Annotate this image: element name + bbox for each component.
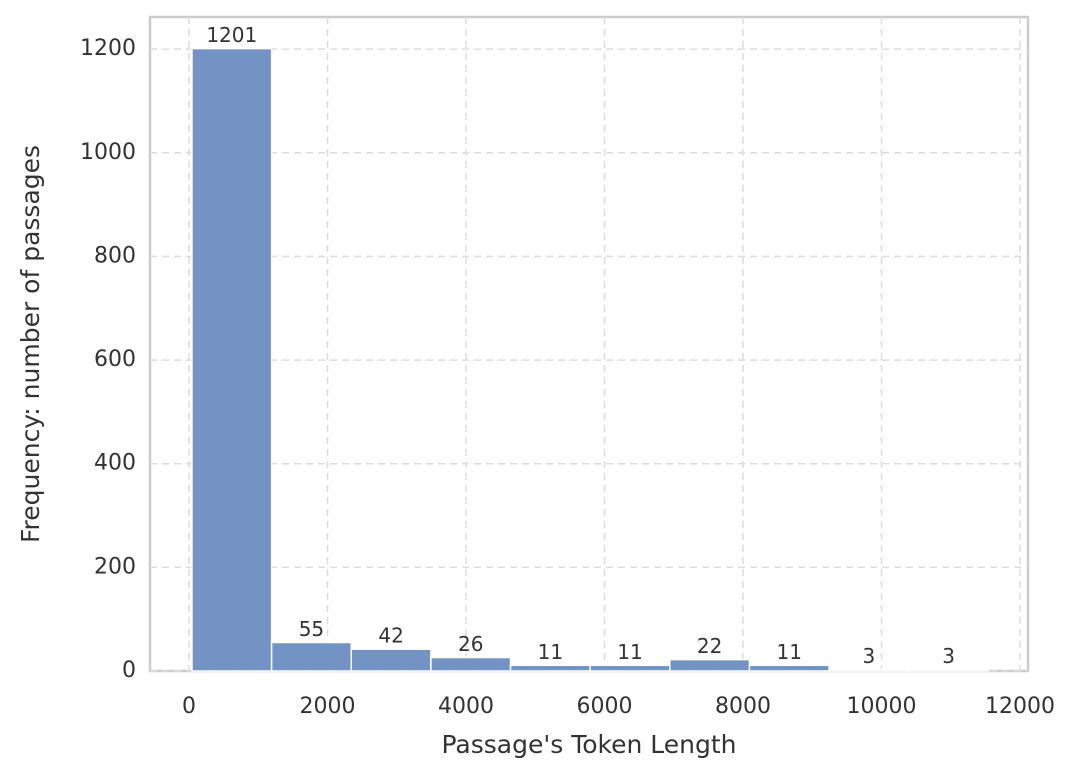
data-label: 1201 [206,23,257,47]
bar [350,648,432,672]
data-label: 22 [697,634,722,658]
x-axis-label: Passage's Token Length [441,730,736,759]
x-tick-label: 2000 [299,694,355,719]
bar [907,668,990,672]
data-label: 26 [458,632,483,656]
data-label: 3 [942,644,955,668]
y-axis-label: Frequency: number of passages [16,145,45,543]
data-label: 55 [299,617,324,641]
y-tick-label: 600 [94,347,136,372]
bar [191,47,273,672]
x-tick-label: 0 [182,694,196,719]
y-tick-label: 800 [94,243,136,268]
y-tick-label: 0 [122,658,136,683]
bar [430,656,512,672]
x-tick-label: 4000 [438,694,494,719]
y-tick-label: 1000 [80,140,136,165]
bar [270,641,353,672]
x-tick-label: 8000 [715,694,771,719]
y-tick-label: 200 [94,554,136,579]
y-tick-label: 1200 [80,36,136,61]
bar [509,664,591,672]
x-tick-label: 10000 [847,694,917,719]
bar [828,668,910,672]
data-label: 11 [617,640,642,664]
bar [748,664,830,672]
data-label: 42 [378,624,403,648]
bar [669,658,751,672]
x-tick-label: 6000 [577,694,633,719]
data-label: 11 [538,640,563,664]
y-tick-label: 400 [94,451,136,476]
bar [589,664,671,672]
plot-frame [148,15,1030,673]
x-tick-label: 12000 [985,694,1055,719]
data-label: 3 [863,644,876,668]
data-label: 11 [777,640,802,664]
